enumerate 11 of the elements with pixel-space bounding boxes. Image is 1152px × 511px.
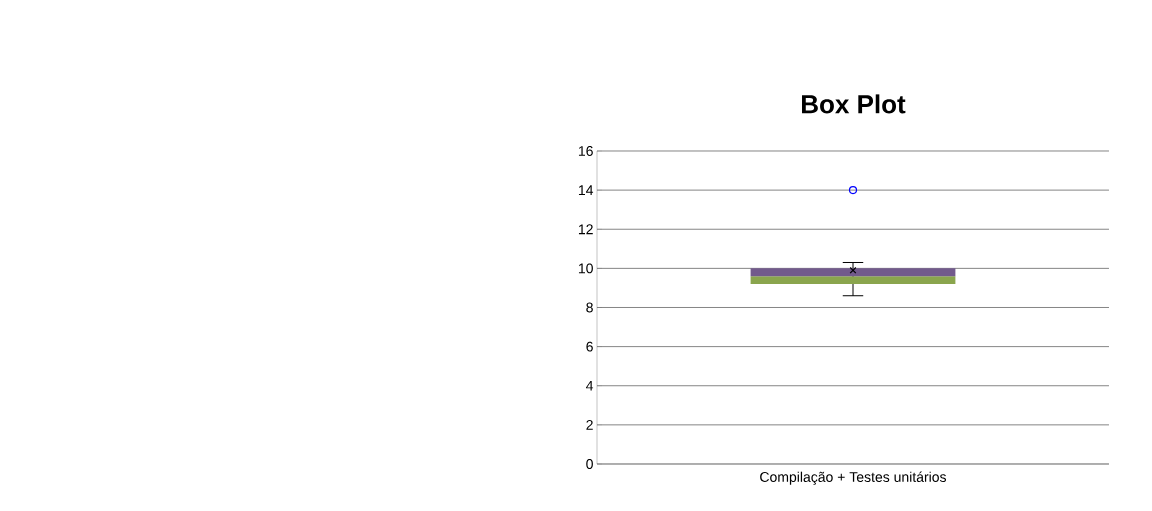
y-tick-label: 12 bbox=[578, 224, 593, 235]
chart-title: Box Plot bbox=[802, 94, 906, 114]
y-tick-label: 6 bbox=[586, 341, 593, 352]
y-tick-label: 14 bbox=[578, 185, 594, 195]
x-tick-label: Compilação + Testes unitários bbox=[760, 471, 947, 485]
y-tick-label: 4 bbox=[586, 380, 594, 391]
y-tick-label: 16 bbox=[578, 146, 593, 156]
y-tick-label: 10 bbox=[578, 263, 593, 274]
y-tick-label: 8 bbox=[586, 302, 593, 313]
y-tick-label: 0 bbox=[586, 459, 593, 469]
y-tick-label: 2 bbox=[586, 419, 593, 430]
